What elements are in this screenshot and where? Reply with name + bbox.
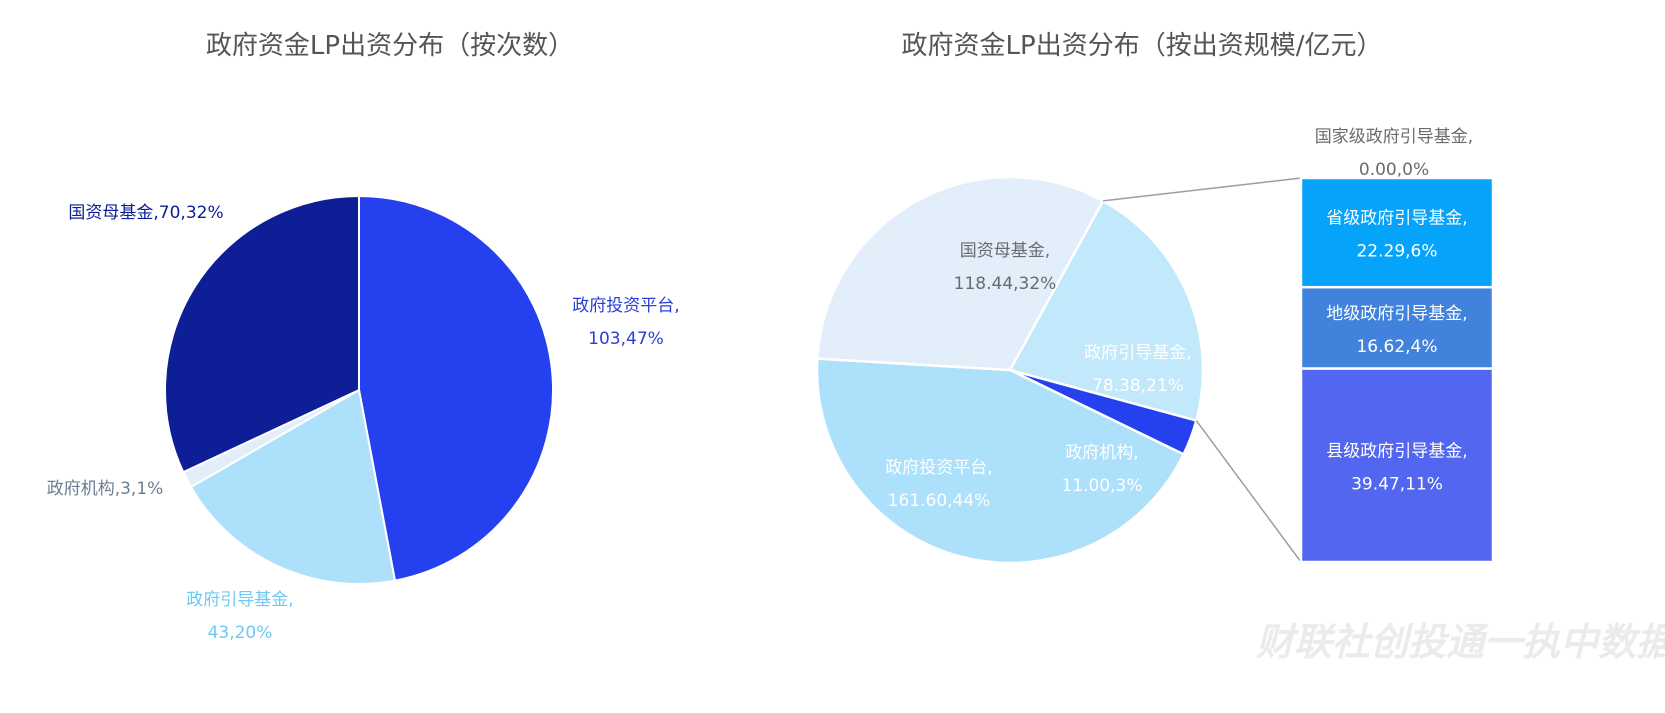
slice-state-fof-label: 国资母基金,70,32%	[68, 203, 223, 223]
segment-county-guidance-fund-label: 县级政府引导基金,	[1326, 441, 1467, 461]
slice-state-fof-label: 国资母基金,	[960, 241, 1050, 261]
segment-prefecture-guidance-fund-label: 地级政府引导基金,	[1326, 304, 1467, 324]
slice-gov-agency-value-label: 11.00,3%	[1061, 476, 1142, 496]
slice-state-fof	[816, 175, 1105, 372]
slice-state-fof-value-label: 118.44,32%	[954, 274, 1057, 294]
segment-provincial-guidance-fund-label: 省级政府引导基金,	[1326, 209, 1467, 229]
slice-gov-investment-platform	[815, 357, 1186, 565]
slice-gov-agency-label: 政府机构,	[1065, 443, 1138, 463]
slice-gov-agency-label: 政府机构,3,1%	[47, 479, 164, 499]
slice-gov-investment-platform-label: 政府投资平台,	[885, 458, 992, 478]
slice-gov-guidance-fund-value-label: 78.38,21%	[1092, 376, 1184, 396]
slice-gov-investment-platform	[358, 194, 554, 582]
chart1-title: 政府资金LP出资分布（按次数）	[206, 31, 574, 61]
slice-gov-guidance-fund-value-label: 43,20%	[208, 623, 273, 643]
pie-chart-by-count: 政府投资平台, 103,47% 政府引导基金, 43,20% 政府机构,3,1% 国资母基…	[47, 194, 680, 643]
slice-gov-investment-platform-value-label: 103,47%	[588, 329, 664, 349]
segment-provincial-guidance-fund	[1299, 176, 1495, 289]
segment-national-guidance-fund-label: 国家级政府引导基金,	[1315, 127, 1473, 147]
segment-county-guidance-fund-value-label: 39.47,11%	[1351, 474, 1443, 494]
segment-county-guidance-fund	[1299, 367, 1495, 564]
slice-gov-guidance-fund	[189, 388, 397, 585]
slice-gov-guidance-fund	[1008, 199, 1205, 423]
slice-gov-guidance-fund-label: 政府引导基金,	[186, 590, 293, 610]
connector-line-bottom	[1195, 420, 1302, 563]
segment-national-guidance-fund-value-label: 0.00,0%	[1359, 160, 1429, 180]
pie-chart-by-amount: 政府引导基金, 78.38,21% 政府机构, 11.00,3% 政府投资平台, 161.…	[815, 175, 1205, 565]
slice-gov-guidance-fund-label: 政府引导基金,	[1084, 343, 1191, 363]
segment-provincial-guidance-fund-value-label: 22.29,6%	[1356, 242, 1437, 262]
connector-line-top	[1102, 177, 1302, 202]
chart2-title: 政府资金LP出资分布（按出资规模/亿元）	[902, 31, 1383, 61]
slice-gov-investment-platform-value-label: 161.60,44%	[888, 491, 991, 511]
slice-state-fof	[164, 194, 360, 474]
watermark: 财联社创投通一执中数据	[1256, 620, 1665, 664]
slice-gov-investment-platform-label: 政府投资平台,	[572, 296, 679, 316]
breakdown-bar: 国家级政府引导基金, 0.00,0% 省级政府引导基金, 22.29,6% 地级政府引导…	[1102, 127, 1495, 564]
segment-prefecture-guidance-fund-value-label: 16.62,4%	[1356, 337, 1437, 357]
